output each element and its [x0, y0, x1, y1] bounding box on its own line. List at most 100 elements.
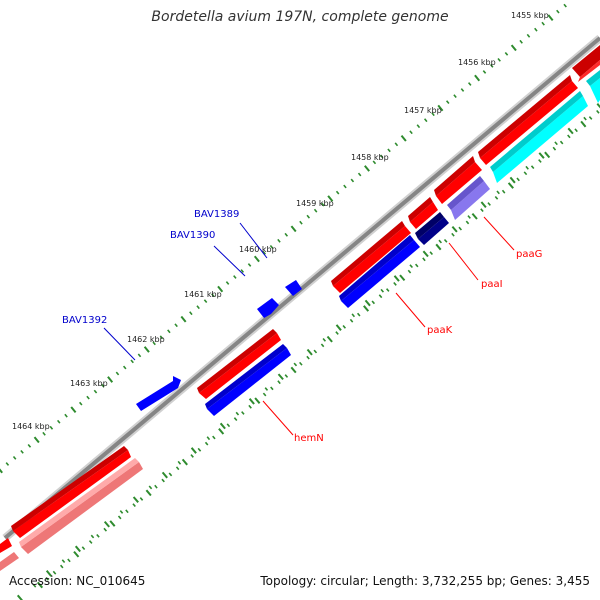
outer-scale-tick	[269, 244, 274, 249]
outer-scale-tick	[93, 389, 98, 394]
gene-feature[interactable]	[0, 552, 19, 571]
gene-feature[interactable]	[331, 221, 411, 293]
inner-scale-minor-tick	[61, 559, 66, 564]
gene-feature[interactable]	[205, 344, 291, 416]
inner-scale-minor-tick	[103, 520, 110, 528]
gene-label-BAV1390[interactable]: BAV1390	[170, 230, 215, 241]
inner-scale-tick	[117, 515, 122, 520]
inner-scale-tick	[204, 441, 209, 446]
genome-stats-label: Topology: circular; Length: 3,732,255 bp…	[260, 574, 590, 588]
inner-scale-tick	[59, 564, 64, 569]
inner-scale-minor-tick	[567, 127, 574, 135]
outer-scale-tick	[5, 462, 10, 466]
gene-feature[interactable]	[257, 298, 279, 318]
inner-scale-tick	[67, 558, 71, 563]
genome-backbone	[2, 34, 600, 542]
outer-scale-tick	[20, 449, 24, 454]
outer-scale-tick	[467, 82, 472, 86]
inner-scale-tick	[335, 331, 339, 335]
gene-label-paaI[interactable]: paaI	[481, 279, 503, 290]
outer-scale-tick	[372, 160, 377, 165]
inner-scale-tick	[103, 527, 108, 532]
outer-scale-tick	[115, 371, 120, 376]
outer-scale-tick	[563, 3, 567, 8]
gene-feature[interactable]	[415, 212, 449, 245]
inner-scale-minor-tick	[525, 165, 529, 170]
outer-scale-tick	[416, 124, 421, 129]
inner-scale-minor-tick	[306, 348, 313, 356]
gene-label-BAV1389[interactable]: BAV1389	[194, 209, 239, 220]
inner-scale-tick	[393, 281, 397, 286]
gene-feature[interactable]	[408, 197, 438, 229]
inner-scale-tick	[371, 300, 376, 305]
gene-feature[interactable]	[586, 70, 600, 103]
gene-feature[interactable]	[136, 376, 181, 411]
inner-scale-tick	[197, 447, 202, 452]
gene-label-paaG[interactable]: paaG	[516, 249, 542, 260]
outer-scale-tick	[350, 178, 355, 183]
gene-feature[interactable]	[19, 458, 143, 554]
outer-scale-tick	[49, 425, 54, 430]
inner-scale-tick	[356, 312, 361, 317]
outer-scale-tick	[519, 39, 523, 44]
gene-feature[interactable]	[197, 329, 281, 399]
outer-scale-tick	[152, 341, 156, 346]
outer-scale-tick	[70, 406, 77, 414]
inner-scale-tick	[378, 294, 383, 299]
inner-scale-minor-tick	[248, 398, 255, 405]
inner-scale-minor-tick	[467, 215, 471, 219]
inner-scale-tick	[385, 288, 390, 292]
scale-label: 1464 kbp	[12, 422, 50, 431]
inner-scale-tick	[36, 581, 44, 589]
inner-scale-tick	[494, 195, 499, 200]
inner-scale-tick	[588, 116, 593, 120]
gene-feature[interactable]	[490, 91, 588, 183]
outer-scale-tick	[180, 315, 187, 323]
gene-label-paaK[interactable]: paaK	[427, 325, 453, 336]
gene-label-hemN[interactable]: hemN	[294, 433, 324, 444]
gene-label-BAV1392[interactable]: BAV1392	[62, 315, 107, 326]
gene-feature[interactable]	[11, 446, 131, 538]
outer-scale-tick	[379, 154, 384, 159]
gene-feature[interactable]	[434, 156, 482, 204]
outer-scale-tick	[489, 63, 494, 68]
inner-scale-tick	[45, 576, 50, 581]
gene-feature[interactable]	[447, 176, 490, 220]
outer-scale-tick	[130, 359, 134, 364]
inner-scale-tick	[181, 458, 188, 466]
inner-scale-minor-tick	[235, 411, 240, 416]
gene-feature[interactable]	[478, 75, 578, 165]
inner-scale-minor-tick	[148, 485, 153, 490]
outer-scale-tick	[247, 263, 252, 267]
gene-feature[interactable]	[0, 538, 12, 553]
outer-scale-tick	[64, 413, 68, 418]
gene-feature[interactable]	[339, 235, 420, 308]
gene-feature[interactable]	[572, 45, 600, 82]
inner-scale-tick	[516, 177, 520, 182]
inner-scale-tick	[422, 257, 426, 262]
inner-scale-minor-tick	[132, 496, 139, 503]
outer-scale-tick	[143, 346, 150, 353]
gene-feature[interactable]	[285, 280, 302, 296]
inner-scale-tick	[480, 208, 484, 213]
outer-scale-tick	[497, 57, 501, 62]
inner-scale-tick	[88, 540, 93, 544]
forward-strand-genes	[0, 45, 600, 553]
inner-scale-tick	[429, 251, 434, 256]
inner-scale-minor-tick	[509, 176, 516, 184]
inner-scale-tick	[342, 324, 347, 329]
outer-scale-tick	[27, 443, 32, 448]
inner-scale-tick	[538, 159, 542, 163]
accession-label: Accession: NC_010645	[9, 574, 146, 588]
outer-scale-tick	[86, 395, 90, 400]
inner-scale-tick	[73, 550, 80, 558]
inner-scale-tick	[313, 349, 318, 354]
inner-scale-tick	[414, 263, 419, 268]
inner-scale-tick	[443, 238, 448, 243]
outer-scale-tick	[284, 232, 289, 237]
inner-scale-minor-tick	[322, 337, 327, 342]
inner-scale-minor-tick	[554, 141, 558, 146]
inner-scale-tick	[139, 497, 144, 501]
scale-label: 1460 kbp	[239, 245, 277, 254]
outer-scale-tick	[262, 250, 267, 255]
